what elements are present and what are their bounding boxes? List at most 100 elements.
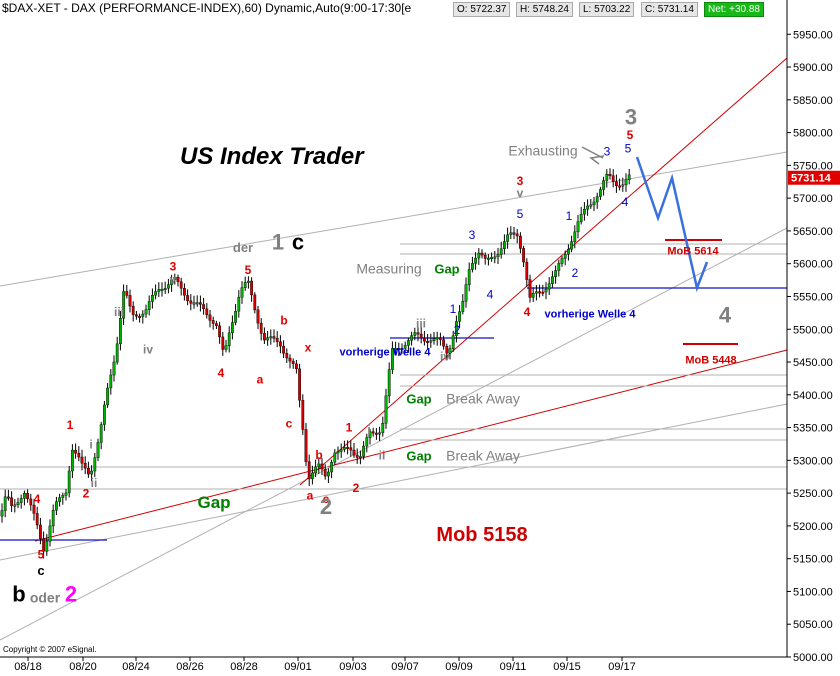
candle <box>221 331 225 356</box>
x-tick-label: 09/01 <box>284 661 312 673</box>
candle <box>445 343 449 361</box>
candle <box>547 277 551 295</box>
wave-label-gray: iv <box>440 350 450 364</box>
candle <box>227 326 231 353</box>
candle <box>64 488 68 501</box>
candle <box>567 244 570 261</box>
wave-label-gray: i <box>89 438 92 452</box>
candle <box>611 169 615 188</box>
candle <box>410 331 413 346</box>
candle <box>298 363 301 408</box>
candle <box>474 252 477 270</box>
candle <box>269 329 273 345</box>
candle <box>535 285 538 301</box>
candle <box>416 326 420 342</box>
x-tick-label: 09/11 <box>500 661 527 673</box>
candle <box>122 284 126 326</box>
candle <box>234 303 237 326</box>
candle <box>435 331 439 346</box>
wave-label-red: 1 <box>346 421 353 435</box>
candle <box>192 295 196 309</box>
candle <box>496 247 500 264</box>
candle <box>218 321 221 344</box>
candle <box>173 273 177 285</box>
candle <box>394 341 397 354</box>
candle <box>531 287 535 302</box>
candle <box>208 309 212 328</box>
y-tick-label: 5600.00 <box>793 259 833 271</box>
candle <box>42 531 46 559</box>
candle <box>368 428 372 445</box>
y-tick-label: 5150.00 <box>793 554 833 566</box>
candle <box>336 446 340 460</box>
candle <box>32 499 36 521</box>
candle <box>423 330 426 346</box>
gray-fan-line-2 <box>0 403 788 561</box>
candle <box>307 454 311 487</box>
candle <box>487 254 490 266</box>
candle <box>378 426 381 442</box>
candle <box>355 448 359 464</box>
candle <box>74 443 78 459</box>
candle <box>275 331 279 348</box>
candle <box>528 274 532 303</box>
candle <box>560 255 564 267</box>
candle <box>506 227 509 249</box>
candle <box>407 337 410 353</box>
candle <box>106 382 110 408</box>
y-tick-label: 5450.00 <box>793 357 833 369</box>
candle <box>586 199 590 216</box>
candle <box>288 354 292 369</box>
candle <box>291 358 295 369</box>
candle <box>455 315 458 343</box>
candle <box>538 284 542 298</box>
candle <box>346 440 349 455</box>
candle <box>29 493 33 511</box>
candle <box>467 262 471 292</box>
y-tick-label: 5000.00 <box>793 652 833 664</box>
x-tick-label: 09/03 <box>339 661 367 673</box>
y-tick-label: 5250.00 <box>793 488 833 500</box>
chart-title: $DAX-XET - DAX (PERFORMANCE-INDEX),60) D… <box>2 1 412 15</box>
candle <box>285 348 289 364</box>
wave-label-red: 1 <box>67 418 74 432</box>
candle <box>403 341 407 354</box>
candle <box>471 256 474 273</box>
candle <box>490 252 493 262</box>
candle <box>432 332 436 345</box>
candle <box>605 169 609 188</box>
candle <box>573 225 577 249</box>
candle <box>198 295 202 312</box>
candle <box>320 458 324 476</box>
x-tick-label: 09/15 <box>553 661 581 673</box>
wave-label-gray: iii <box>114 305 124 319</box>
wave-label-blue: 1 <box>450 302 457 316</box>
candle <box>115 336 119 365</box>
candle <box>343 440 346 453</box>
candle <box>263 327 266 344</box>
wave-label-blue: 3 <box>604 145 611 159</box>
candle <box>0 503 4 523</box>
wave-label-red: a <box>307 489 314 503</box>
candle <box>96 438 100 462</box>
candle <box>592 197 596 212</box>
candle <box>266 330 269 346</box>
candle <box>246 276 250 289</box>
candle <box>304 422 308 467</box>
candle <box>576 214 580 239</box>
major-wave-label: 2 <box>65 581 77 606</box>
major-wave-label: oder <box>30 590 61 606</box>
wave-label-red: 3 <box>517 174 524 188</box>
wave-label-gray: iii <box>416 316 426 330</box>
candle <box>70 444 74 479</box>
x-tick-label: 09/07 <box>391 661 419 673</box>
candle <box>6 489 10 501</box>
candle <box>109 369 113 395</box>
gap-label: Gap <box>406 391 431 406</box>
y-tick-label: 5850.00 <box>793 95 833 107</box>
y-tick-label: 5050.00 <box>793 619 833 631</box>
candle <box>391 341 394 374</box>
candle <box>541 284 545 297</box>
y-tick-label: 5900.00 <box>793 62 833 74</box>
